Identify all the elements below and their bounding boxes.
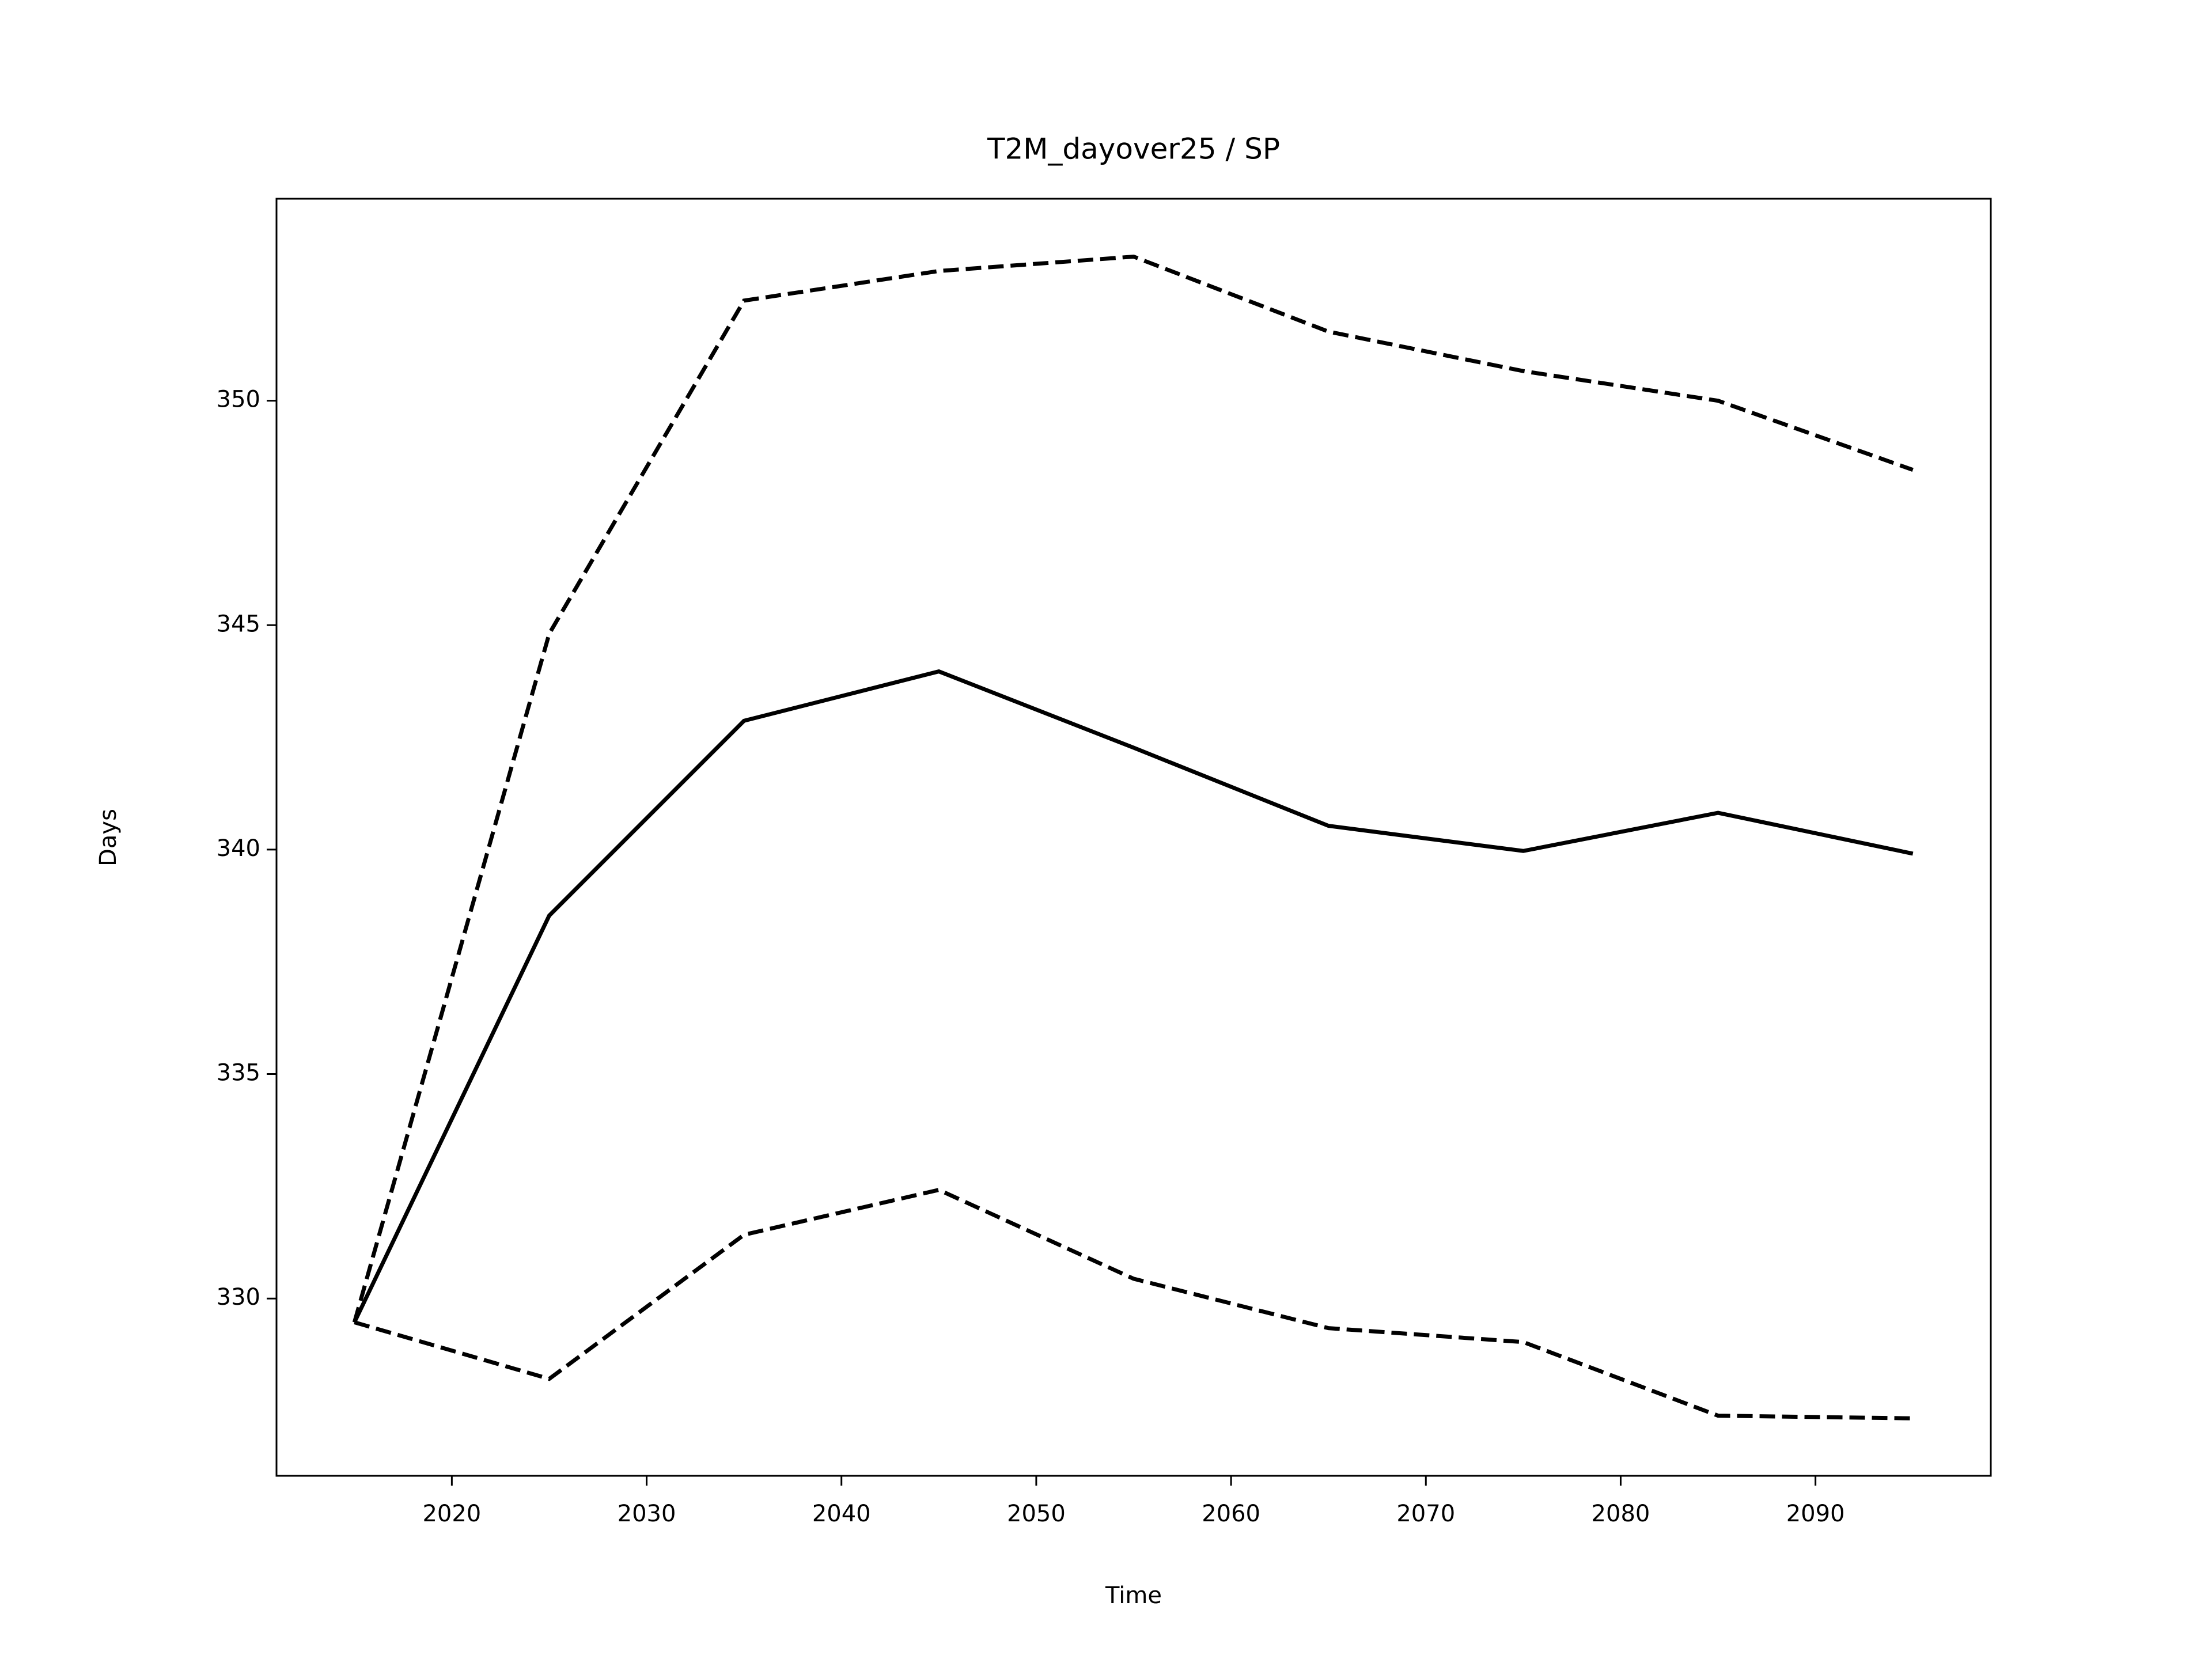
y-tick-label: 335 [217, 1060, 260, 1086]
x-tick-label: 2020 [422, 1501, 481, 1527]
plot-frame [275, 198, 1992, 1477]
chart-title: T2M_dayover25 / SP [987, 132, 1280, 166]
x-tick-label: 2030 [618, 1501, 676, 1527]
y-axis-label: Days [95, 809, 122, 866]
line-series [354, 1187, 1913, 1421]
x-tick-label: 2080 [1592, 1501, 1650, 1527]
x-tick-label: 2090 [1786, 1501, 1845, 1527]
x-axis-label: Time [1105, 1582, 1162, 1609]
x-tick-label: 2060 [1202, 1501, 1260, 1527]
x-tick-label: 2050 [1007, 1501, 1066, 1527]
y-tick-label: 345 [217, 611, 260, 637]
y-tick-label: 340 [217, 835, 260, 862]
x-tick-label: 2040 [812, 1501, 871, 1527]
x-tick-label: 2070 [1396, 1501, 1455, 1527]
y-tick-label: 330 [217, 1284, 260, 1310]
line-series [352, 254, 1914, 1323]
line-series [353, 669, 1914, 1324]
y-tick-label: 350 [217, 387, 260, 413]
